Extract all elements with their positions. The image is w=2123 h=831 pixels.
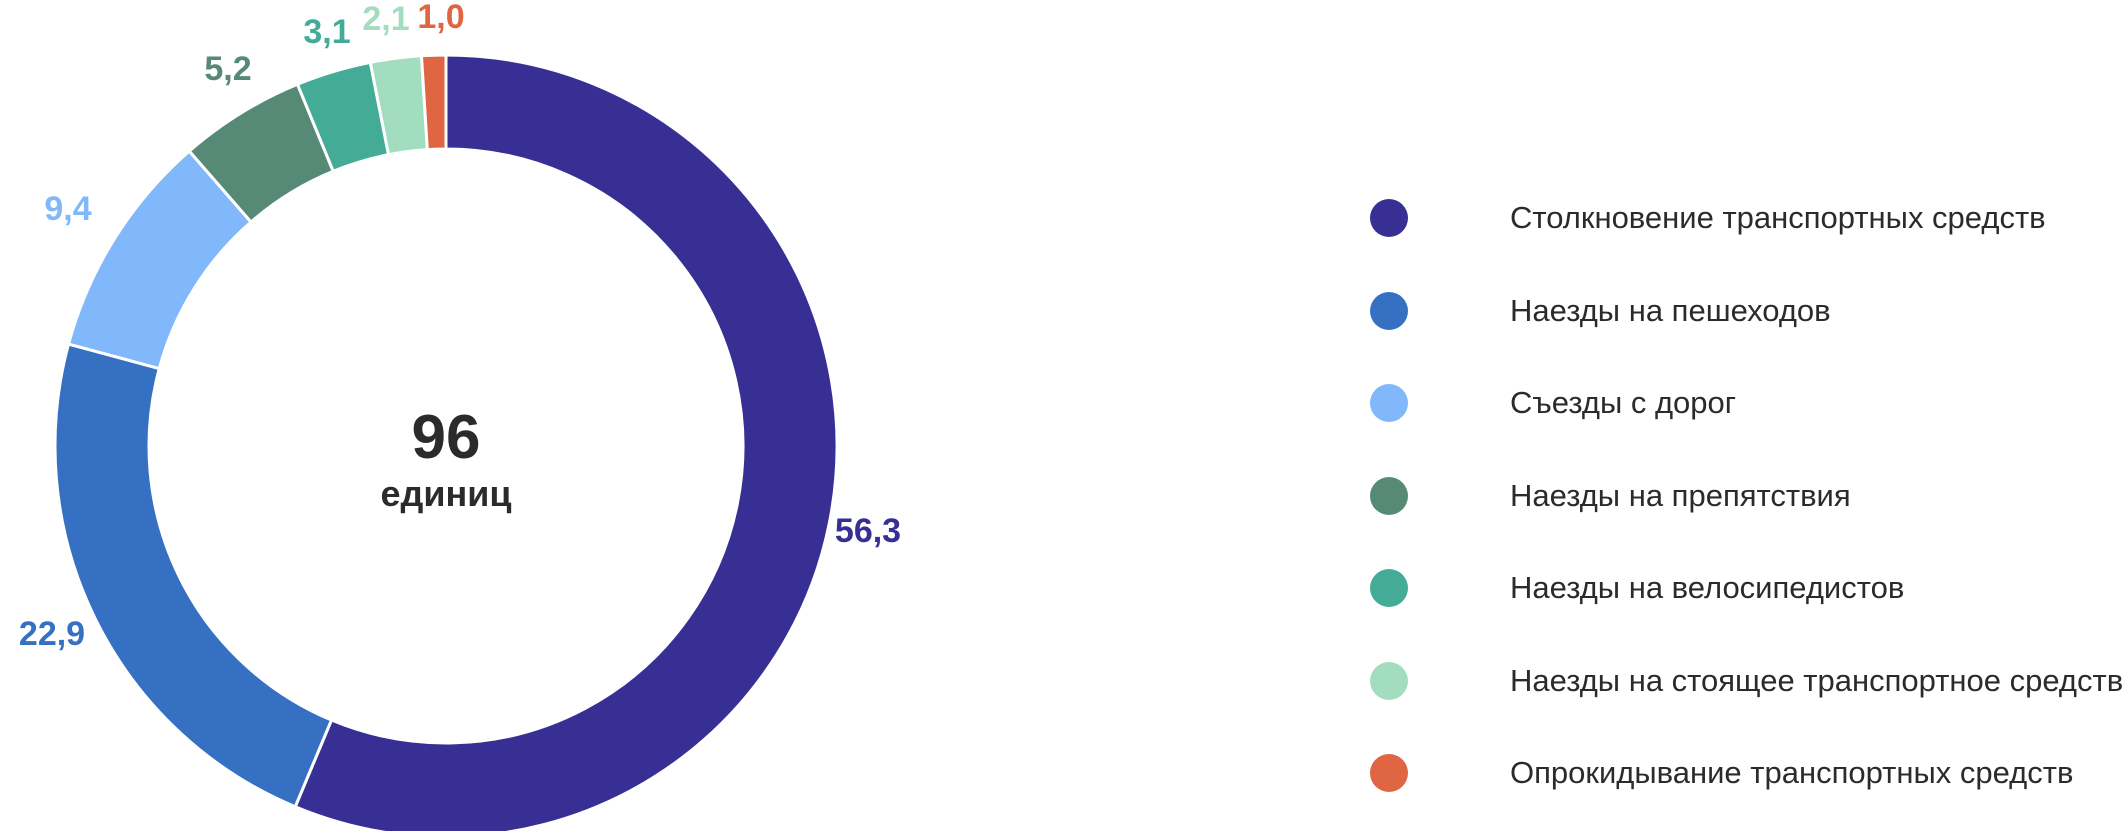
legend-swatch — [1370, 476, 1408, 515]
donut-value-labels: 56,3 22,9 9,4 5,2 3,1 2,1 1,0 — [19, 0, 901, 653]
donut-slices — [53, 53, 839, 831]
slice-value-label: 9,4 — [44, 190, 91, 228]
legend-swatch — [1370, 661, 1408, 700]
legend-item: Наезды на пешеходов — [1370, 265, 2123, 358]
legend-item: Опрокидывание транспортных средств — [1370, 727, 2123, 820]
legend-swatch — [1370, 754, 1408, 793]
legend-item: Съезды с дорог — [1370, 357, 2123, 450]
legend-swatch — [1370, 291, 1408, 330]
legend-label: Съезды с дорог — [1510, 385, 1737, 421]
center-total: 96 — [412, 403, 481, 472]
slice-value-label: 5,2 — [204, 50, 251, 88]
legend-label: Опрокидывание транспортных средств — [1510, 755, 2074, 791]
legend-swatch — [1370, 569, 1408, 608]
legend-swatch — [1370, 384, 1408, 423]
legend-item: Наезды на препятствия — [1370, 450, 2123, 543]
legend-item: Столкновение транспортных средств — [1370, 172, 2123, 265]
legend-swatch — [1370, 199, 1408, 238]
legend-label: Наезды на велосипедистов — [1510, 570, 1905, 606]
slice-value-label: 22,9 — [19, 615, 85, 653]
legend-label: Столкновение транспортных средств — [1510, 200, 2046, 236]
legend-label: Наезды на стоящее транспортное средство — [1510, 662, 2123, 698]
legend-label: Наезды на препятствия — [1510, 477, 1851, 513]
slice-value-label: 2,1 — [362, 0, 409, 38]
legend-item: Наезды на стоящее транспортное средство — [1370, 635, 2123, 728]
donut-slice — [293, 53, 839, 831]
donut-slice — [53, 342, 334, 809]
legend-item: Наезды на велосипедистов — [1370, 542, 2123, 635]
slice-value-label: 1,0 — [417, 0, 464, 36]
donut-slice — [419, 53, 448, 152]
center-unit: единиц — [380, 473, 511, 514]
chart-legend: Столкновение транспортных средств Наезды … — [1370, 172, 2123, 820]
slice-value-label: 3,1 — [303, 13, 350, 51]
legend-label: Наезды на пешеходов — [1510, 292, 1831, 328]
slice-value-label: 56,3 — [835, 512, 901, 550]
